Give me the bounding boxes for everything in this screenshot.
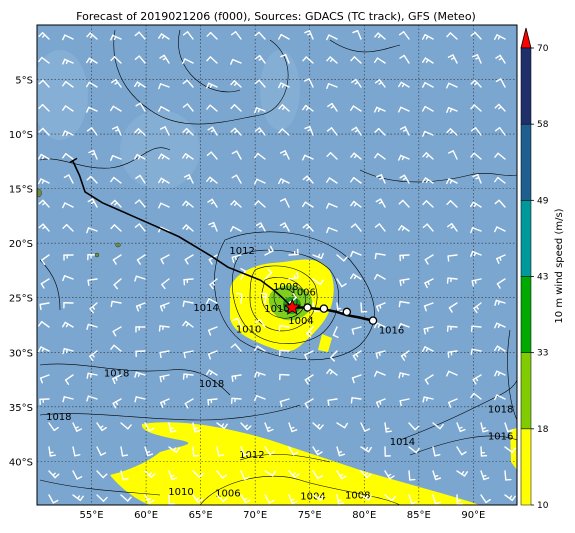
colorbar-segment xyxy=(521,48,531,124)
colorbar-tick-label: 33 xyxy=(537,349,548,359)
lon-tick-label: 80°E xyxy=(352,510,376,521)
lat-tick-label: 10°S xyxy=(9,130,33,141)
lat-tick-label: 40°S xyxy=(9,457,33,468)
isobar-label: 1010 xyxy=(236,325,261,336)
colorbar-segment xyxy=(521,277,531,353)
lat-tick-label: 30°S xyxy=(9,348,33,359)
colorbar-segment xyxy=(521,200,531,276)
lon-tick-label: 70°E xyxy=(243,510,267,521)
forecast-position-marker xyxy=(304,304,311,311)
colorbar-tick-label: 58 xyxy=(537,120,549,130)
colorbar-extend-triangle xyxy=(521,28,531,48)
colorbar-tick-label: 70 xyxy=(537,44,549,54)
isobar-label: 1016 xyxy=(379,326,404,337)
lon-tick-label: 55°E xyxy=(80,510,104,521)
lon-tick-label: 65°E xyxy=(189,510,213,521)
lat-tick-label: 35°S xyxy=(9,403,33,414)
shaded-relief xyxy=(32,50,88,140)
forecast-position-marker xyxy=(343,308,350,315)
isobar-label: 1014 xyxy=(193,303,218,314)
lat-tick-label: 5°S xyxy=(15,76,33,87)
lat-tick-label: 25°S xyxy=(9,294,33,305)
isobar-label: 1012 xyxy=(229,246,254,257)
shaded-relief xyxy=(120,110,200,190)
colorbar-segment xyxy=(521,124,531,200)
latitude-tick-labels: 5°S 10°S 15°S 20°S 25°S 30°S 35°S 40°S xyxy=(9,76,33,469)
shaded-relief xyxy=(260,50,300,130)
figure-title: Forecast of 2019021206 (f000), Sources: … xyxy=(76,10,476,23)
longitude-tick-labels: 55°E 60°E 65°E 70°E 75°E 80°E 85°E 90°E xyxy=(80,510,486,521)
isobar-label: 1016 xyxy=(488,432,513,443)
colorbar-label: 10 m wind speed (m/s) xyxy=(554,208,565,323)
lon-tick-label: 75°E xyxy=(298,510,322,521)
colorbar-tick-label: 10 xyxy=(537,501,549,511)
lon-tick-label: 85°E xyxy=(407,510,431,521)
isobar-label: 1010 xyxy=(168,487,193,498)
forecast-position-marker xyxy=(369,317,376,324)
forecast-position-marker xyxy=(320,305,327,312)
isobar-label: 1018 xyxy=(199,379,224,390)
lon-tick-label: 60°E xyxy=(134,510,158,521)
colorbar-tick-label: 49 xyxy=(537,196,549,206)
colorbar-tick-label: 18 xyxy=(537,425,549,435)
lon-tick-label: 90°E xyxy=(461,510,485,521)
isobar-label: 1006 xyxy=(290,288,315,299)
isobar-label: 1014 xyxy=(390,437,415,448)
lat-tick-label: 20°S xyxy=(9,239,33,250)
colorbar-segment xyxy=(521,353,531,429)
isobar-label: 1004 xyxy=(288,316,313,327)
isobar-label: 1018 xyxy=(46,412,71,423)
wind-speed-colorbar: 10 18 33 43 49 58 70 xyxy=(521,28,549,511)
colorbar-tick-label: 43 xyxy=(537,273,548,283)
isobar-label: 1018 xyxy=(488,404,513,415)
colorbar-segment xyxy=(521,429,531,505)
lat-tick-label: 15°S xyxy=(9,185,33,196)
